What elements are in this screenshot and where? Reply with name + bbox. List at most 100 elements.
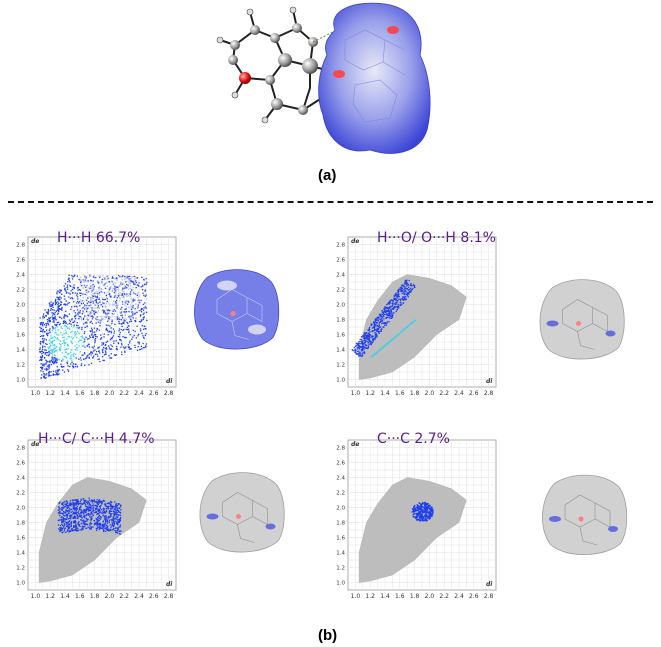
x-axis-label: di [486, 581, 493, 588]
surface-molecule-lines [564, 494, 611, 546]
x-tick-label: 2.6 [469, 593, 479, 600]
x-tick-label: 1.6 [75, 593, 85, 600]
fingerprint-highlight [351, 279, 416, 358]
x-tick-label: 2.4 [454, 390, 464, 397]
x-tick-label: 2.2 [439, 390, 449, 397]
y-tick-label: 2.0 [336, 506, 345, 512]
y-tick-label: 1.8 [16, 521, 25, 527]
surface-hh [192, 262, 282, 357]
y-tick-label: 1.2 [336, 363, 345, 369]
surface-blue-patch [546, 320, 559, 327]
surface-blue-patch [206, 513, 219, 520]
surface-hc [195, 465, 290, 560]
y-axis-label: de [31, 441, 39, 448]
surface-outline [199, 472, 285, 553]
y-tick-label: 2.6 [336, 461, 345, 467]
x-tick-label: 2.2 [119, 390, 129, 397]
y-tick-label: 1.8 [336, 318, 345, 324]
surface-light-patch [248, 324, 266, 335]
plot-label: H···C/ C···H 4.7% [38, 431, 155, 447]
y-tick-label: 1.8 [16, 318, 25, 324]
surface-cc [540, 470, 630, 560]
x-tick-label: 1.0 [31, 390, 41, 397]
y-tick-label: 2.0 [16, 506, 25, 512]
y-tick-label: 2.8 [16, 243, 25, 249]
x-tick-label: 2.8 [484, 390, 494, 397]
surface-blue-patch [549, 516, 561, 522]
x-axis-label: di [166, 581, 173, 588]
fingerprint-highlight [39, 274, 148, 379]
x-tick-label: 2.4 [134, 390, 144, 397]
plot-label: H···H 66.7% [57, 230, 141, 246]
fingerprint-envelope [358, 477, 467, 583]
y-tick-label: 1.4 [16, 551, 25, 557]
x-tick-label: 1.2 [365, 593, 375, 600]
x-tick-label: 2.0 [425, 390, 435, 397]
x-tick-label: 2.6 [149, 593, 159, 600]
y-tick-label: 1.4 [336, 551, 345, 557]
y-tick-label: 2.2 [16, 288, 25, 294]
fingerprint-plot-ho: 1.0 1.2 1.4 1.6 1.8 2.0 2.2 2.4 2.6 2.8 2.8 2.6 2.4 2… [330, 225, 505, 405]
y-tick-label: 2.4 [336, 273, 345, 279]
y-tick-label: 2.4 [16, 476, 25, 482]
surface-light-patch [217, 280, 237, 291]
y-tick-label: 1.6 [336, 536, 345, 542]
surface-red-spot [576, 321, 581, 326]
surface-molecule-lines [562, 299, 608, 350]
x-tick-label: 1.4 [60, 593, 70, 600]
x-tick-label: 1.0 [31, 593, 41, 600]
x-tick-label: 2.0 [425, 593, 435, 600]
x-tick-label: 1.2 [365, 390, 375, 397]
y-tick-label: 1.4 [16, 348, 25, 354]
surface-blue-patch [608, 526, 618, 532]
y-tick-label: 1.6 [16, 536, 25, 542]
x-tick-label: 2.6 [469, 390, 479, 397]
y-axis-label: de [351, 441, 359, 448]
y-tick-label: 1.0 [16, 581, 25, 587]
panel-a-figure [215, 0, 440, 160]
y-tick-label: 2.2 [16, 491, 25, 497]
y-tick-label: 2.6 [16, 258, 25, 264]
x-tick-label: 1.0 [351, 593, 361, 600]
x-tick-label: 1.8 [90, 593, 100, 600]
fingerprint-plot-hc: 1.0 1.2 1.4 1.6 1.8 2.0 2.2 2.4 2.6 2.8 2.8 2.6 2.4 2… [10, 428, 185, 608]
y-tick-label: 2.4 [336, 476, 345, 482]
section-divider [8, 201, 653, 203]
surface-blue-patch [605, 330, 616, 337]
panel-a-caption: (a) [318, 167, 337, 184]
y-tick-label: 2.0 [16, 303, 25, 309]
y-tick-label: 1.2 [336, 566, 345, 572]
x-tick-label: 2.8 [484, 593, 494, 600]
x-tick-label: 2.0 [105, 390, 115, 397]
surface-outline [542, 474, 628, 555]
y-axis-label: de [31, 238, 39, 245]
x-axis-label: di [486, 378, 493, 385]
surface-map [199, 472, 285, 553]
y-tick-label: 2.4 [16, 273, 25, 279]
surface-outline [539, 279, 625, 360]
x-tick-label: 1.8 [410, 390, 420, 397]
plot-label: H···O/ O···H 8.1% [377, 230, 496, 246]
y-tick-label: 2.6 [16, 461, 25, 467]
surface-red-spot [230, 311, 236, 316]
surface-map [194, 269, 280, 350]
y-tick-label: 2.8 [16, 446, 25, 452]
fingerprint-highlight [57, 497, 122, 535]
surface-red-spot [578, 516, 584, 522]
y-tick-label: 1.8 [336, 521, 345, 527]
y-tick-label: 1.6 [16, 333, 25, 339]
surface-red-spot [236, 514, 241, 519]
x-tick-label: 2.6 [149, 390, 159, 397]
surface-molecule-lines [222, 492, 268, 543]
plot-label: C···C 2.7% [377, 431, 450, 447]
fingerprint-plot-hh: 1.0 1.2 1.4 1.6 1.8 2.0 2.2 2.4 2.6 2.8 2.8 2.6 2.4 2… [10, 225, 185, 405]
x-axis-label: di [166, 378, 173, 385]
x-tick-label: 1.6 [395, 593, 405, 600]
y-tick-label: 2.8 [336, 446, 345, 452]
y-tick-label: 2.8 [336, 243, 345, 249]
x-tick-label: 1.2 [45, 390, 55, 397]
x-tick-label: 1.0 [351, 390, 361, 397]
molecule-atoms [216, 6, 339, 124]
x-tick-label: 2.2 [119, 593, 129, 600]
y-tick-label: 1.0 [336, 581, 345, 587]
